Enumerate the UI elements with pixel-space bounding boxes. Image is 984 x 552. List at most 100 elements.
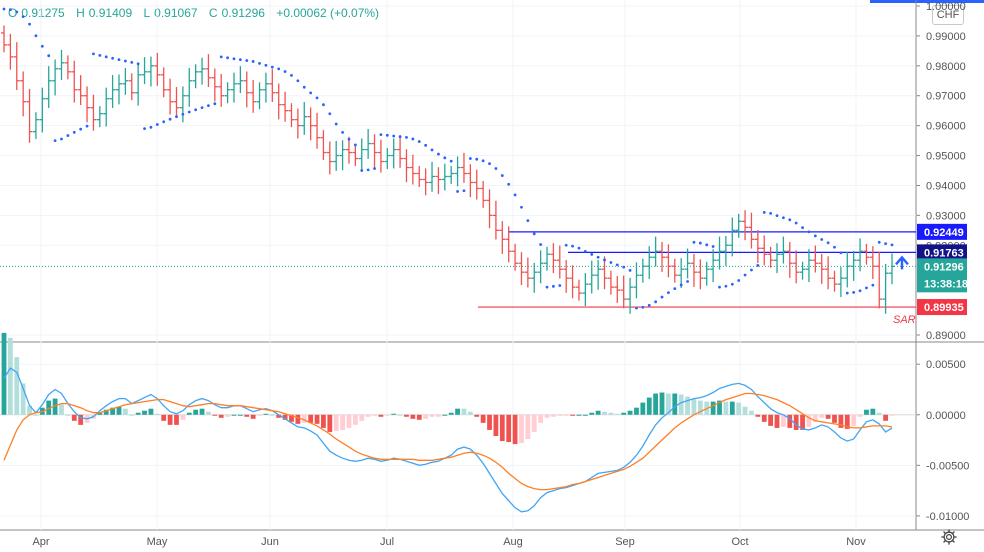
ohlc-bar [882, 263, 889, 314]
macd-histogram-bar [174, 414, 179, 425]
macd-histogram-bar [595, 410, 601, 415]
sar-dot [788, 218, 792, 222]
macd-histogram-bar [429, 414, 435, 417]
macd-histogram-bar [154, 413, 160, 415]
ohlc-bar [544, 246, 551, 271]
ohlc-bar [96, 106, 103, 128]
sar-dot [858, 289, 862, 293]
sar-dot [507, 182, 511, 186]
open-value: 0.91275 [21, 6, 65, 20]
macd-histogram-bar [812, 414, 818, 422]
macd-histogram-bar [410, 414, 416, 419]
ohlc-bar [620, 275, 627, 309]
macd-histogram-bar [870, 408, 876, 415]
sar-dot [577, 246, 581, 250]
macd-histogram-bar [672, 393, 678, 415]
ohlc-bar [275, 83, 282, 120]
macd-histogram-bar [346, 414, 352, 428]
macd-histogram-bar [78, 414, 84, 425]
ohlc-bar [314, 112, 321, 149]
macd-histogram-bar [289, 414, 294, 422]
ohlc-bar [115, 74, 122, 105]
macd-histogram-bar [653, 393, 659, 415]
sar-dot [545, 285, 549, 289]
sar-dot [175, 115, 178, 119]
ohlc-bar [652, 236, 659, 267]
macd-histogram-bar [544, 414, 550, 418]
settings-gear-icon[interactable] [940, 528, 958, 546]
ohlc-bar [729, 217, 736, 257]
ohlc-bar [690, 253, 697, 287]
ohlc-bar [799, 261, 806, 280]
price-tick-label: 0.99000 [926, 31, 966, 43]
price-tick-label: 0.94000 [926, 180, 966, 192]
ohlc-bar [582, 273, 589, 306]
currency-badge[interactable]: CHF [932, 5, 964, 25]
sar-dot [207, 104, 210, 108]
sar-dot [884, 242, 888, 246]
macd-histogram-bar [193, 409, 199, 415]
ohlc-bar [499, 221, 506, 254]
sar-dot [615, 263, 619, 267]
sar-dot [277, 67, 281, 71]
sar-dot [379, 133, 383, 137]
ohlc-bar [831, 270, 838, 292]
time-tick-label: Jul [380, 536, 394, 548]
ohlc-bar [767, 246, 774, 268]
macd-histogram-bar [448, 412, 454, 415]
ohlc-bar [20, 71, 27, 117]
ohlc-bar [742, 210, 749, 241]
macd-histogram-bar [761, 414, 767, 422]
sar-dot [238, 58, 242, 62]
sar-dot [2, 7, 6, 11]
macd-histogram-bar [493, 414, 499, 436]
macd-histogram-bar [301, 414, 307, 423]
macd-histogram-bar [736, 402, 742, 415]
sar-dot [494, 167, 498, 170]
macd-histogram-bar [436, 414, 441, 417]
sar-dot [583, 249, 587, 253]
macd-histogram-bar [659, 392, 665, 415]
sar-dot [724, 284, 728, 288]
ohlc-bar [243, 71, 250, 108]
ohlc-bar [1, 25, 7, 53]
sar-dot [181, 112, 185, 116]
sar-dot [698, 241, 702, 245]
ohlc-bar [333, 140, 340, 171]
sar-dot [667, 291, 670, 295]
ohlc-bar [224, 82, 231, 104]
sar-dot [366, 168, 370, 172]
macd-histogram-bar [819, 414, 825, 418]
sar-dot [143, 127, 146, 131]
ohlc-bar [569, 265, 576, 299]
macd-histogram-bar [167, 414, 173, 425]
ohlc-bar [550, 243, 557, 274]
price-tick-label: 1.00000 [926, 1, 966, 13]
time-tick-label: Oct [731, 536, 748, 548]
ohlc-bar [678, 258, 685, 289]
macd-tick-label: -0.00500 [926, 460, 969, 472]
ohlc-bar [250, 79, 257, 113]
macd-histogram-bar [602, 411, 607, 415]
macd-histogram-bar [352, 414, 358, 425]
ohlc-bar [607, 270, 614, 295]
sar-dot [762, 210, 766, 214]
macd-histogram-bar [391, 413, 397, 415]
macd-histogram-bar [359, 414, 365, 421]
macd-histogram-bar [384, 414, 390, 416]
sar-dot [654, 300, 658, 304]
macd-histogram-bar [787, 414, 793, 428]
ohlc-bar [448, 166, 455, 184]
time-tick-label: Apr [32, 536, 49, 548]
ohlc-bar [384, 148, 391, 170]
ohlc-bar [237, 66, 244, 94]
sar-dot [564, 243, 568, 247]
macd-histogram-bar [161, 414, 167, 421]
macd-histogram-bar [135, 412, 141, 415]
macd-histogram-bar [340, 414, 345, 430]
sar-dot [296, 79, 300, 83]
sar-dot [322, 103, 325, 107]
sar-dot [532, 232, 536, 236]
macd-histogram-bar [103, 409, 109, 415]
